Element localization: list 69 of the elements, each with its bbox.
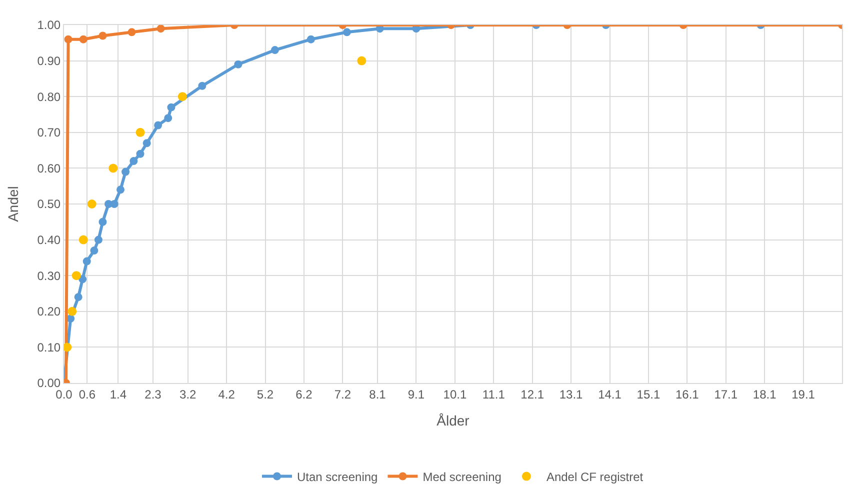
point — [64, 35, 72, 44]
y-tick-label: 1.00 — [37, 18, 61, 32]
x-tick-label: 13.1 — [559, 387, 584, 402]
x-tick-label: 16.1 — [675, 387, 700, 402]
point — [90, 246, 98, 255]
y-tick-label: 0.70 — [37, 126, 61, 140]
point — [68, 306, 77, 316]
x-axis-title: Ålder — [436, 412, 470, 429]
point — [72, 271, 81, 280]
x-tick-label: 0.6 — [78, 387, 96, 402]
point — [110, 200, 118, 208]
y-tick-label: 0.20 — [37, 304, 61, 319]
point — [98, 32, 107, 40]
x-tick-label: 10.1 — [443, 387, 467, 402]
point — [164, 114, 172, 122]
point — [234, 60, 242, 68]
x-tick-label: 19.1 — [792, 387, 816, 402]
x-tick-label: 5.2 — [256, 387, 274, 402]
y-tick-label: 0.90 — [37, 54, 61, 68]
x-tick-label: 4.2 — [218, 387, 236, 402]
point — [82, 257, 91, 266]
legend-label: Utan screening — [297, 470, 378, 484]
x-tick-label: 14.1 — [598, 387, 622, 402]
point — [78, 275, 87, 284]
point — [136, 128, 145, 137]
point — [130, 157, 138, 166]
y-tick-label: 0.80 — [37, 90, 61, 104]
point — [64, 342, 72, 352]
point — [74, 293, 82, 302]
x-tick-label: 18.1 — [752, 387, 777, 402]
x-tick-label: 6.2 — [296, 387, 313, 402]
point — [198, 82, 206, 90]
x-tick-label: 15.1 — [636, 387, 660, 402]
legend-label: Med screening — [422, 470, 502, 484]
point — [122, 168, 130, 176]
point — [342, 28, 351, 36]
legend-label: Andel CF registret — [546, 470, 644, 484]
y-tick-label: 0.10 — [37, 340, 61, 354]
point — [156, 25, 165, 33]
point — [167, 103, 176, 112]
x-tick-label: 17.1 — [714, 387, 738, 402]
x-tick-label: 8.1 — [369, 387, 386, 402]
x-tick-label: 7.2 — [334, 387, 352, 402]
x-tick-label: 11.1 — [482, 387, 506, 402]
point — [98, 218, 107, 226]
point — [108, 164, 118, 173]
point — [116, 186, 125, 194]
x-tick-label: 12.1 — [520, 387, 544, 402]
y-tick-label: 0.60 — [37, 161, 61, 176]
y-axis-title: Andel — [4, 186, 21, 222]
x-tick-label: 3.2 — [180, 387, 197, 402]
point — [79, 35, 88, 44]
point — [78, 235, 88, 244]
y-tick-label: 0.50 — [37, 197, 61, 212]
point — [87, 200, 96, 208]
point — [142, 139, 151, 148]
point — [178, 92, 187, 102]
x-tick-label: 1.4 — [110, 387, 127, 402]
point — [357, 56, 366, 66]
point — [306, 35, 315, 44]
x-tick-label: 2.3 — [144, 387, 162, 402]
y-tick-label: 0.30 — [37, 268, 61, 283]
point — [128, 28, 136, 36]
point — [270, 46, 279, 54]
point — [136, 150, 144, 158]
point — [154, 121, 162, 130]
point — [94, 236, 102, 244]
x-tick-label: 9.1 — [408, 387, 425, 402]
y-tick-label: 0.40 — [37, 233, 61, 247]
